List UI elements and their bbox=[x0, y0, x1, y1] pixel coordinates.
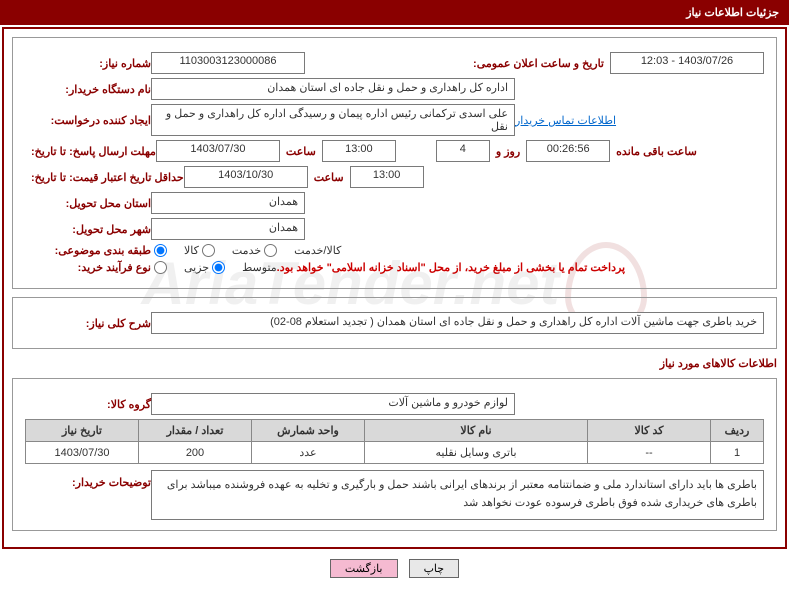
th-name: نام کالا bbox=[365, 420, 588, 442]
info-fieldset: شماره نیاز: 1103003123000086 تاریخ و ساع… bbox=[12, 37, 777, 289]
desc-fieldset: شرح کلی نیاز: خرید باطری جهت ماشین آلات … bbox=[12, 297, 777, 349]
label-overall-desc: شرح کلی نیاز: bbox=[31, 317, 151, 330]
table-row: 1 -- باتری وسایل نقلیه عدد 200 1403/07/3… bbox=[26, 442, 764, 464]
label-hour-2: ساعت bbox=[314, 171, 344, 184]
items-section-title: اطلاعات کالاهای مورد نیاز bbox=[12, 357, 777, 370]
radio-proc-medium[interactable] bbox=[212, 261, 225, 274]
label-remaining: ساعت باقی مانده bbox=[616, 145, 697, 158]
cell-date: 1403/07/30 bbox=[26, 442, 139, 464]
cell-row: 1 bbox=[711, 442, 764, 464]
goods-group: لوازم خودرو و ماشین آلات bbox=[151, 393, 515, 415]
main-frame: AriaTender.net شماره نیاز: 1103003123000… bbox=[2, 27, 787, 549]
radio-label-medium: متوسط bbox=[242, 261, 277, 274]
radio-label-minor: جزیی bbox=[184, 261, 209, 274]
radio-label-both: کالا/خدمت bbox=[294, 244, 341, 257]
th-row: ردیف bbox=[711, 420, 764, 442]
cell-code: -- bbox=[588, 442, 711, 464]
label-days-and: روز و bbox=[496, 145, 520, 158]
back-button[interactable]: بازگشت bbox=[330, 559, 398, 578]
th-qty: تعداد / مقدار bbox=[139, 420, 252, 442]
buyer-contact-link[interactable]: اطلاعات تماس خریدار bbox=[515, 114, 616, 127]
label-requester: ایجاد کننده درخواست: bbox=[31, 114, 151, 127]
price-valid-date: 1403/10/30 bbox=[184, 166, 308, 188]
radio-cat-service[interactable] bbox=[202, 244, 215, 257]
label-buyer-notes: توضیحات خریدار: bbox=[31, 470, 151, 489]
days-left: 4 bbox=[436, 140, 490, 162]
label-purchase-type: نوع فرآیند خرید: bbox=[31, 261, 151, 274]
footer: چاپ بازگشت bbox=[0, 551, 789, 586]
print-button[interactable]: چاپ bbox=[409, 559, 460, 578]
label-hour-1: ساعت bbox=[286, 145, 316, 158]
overall-description: خرید باطری جهت ماشین آلات اداره کل راهدا… bbox=[151, 312, 764, 334]
delivery-city: همدان bbox=[151, 218, 305, 240]
label-buyer: نام دستگاه خریدار: bbox=[31, 83, 151, 96]
cell-unit: عدد bbox=[252, 442, 365, 464]
header-title: جزئیات اطلاعات نیاز bbox=[0, 0, 789, 25]
delivery-province: همدان bbox=[151, 192, 305, 214]
buyer-notes: باطری ها باید دارای استاندارد ملی و ضمان… bbox=[151, 470, 764, 520]
reply-date: 1403/07/30 bbox=[156, 140, 280, 162]
label-price-valid: حداقل تاریخ اعتبار قیمت: تا تاریخ: bbox=[31, 171, 184, 184]
price-valid-hour: 13:00 bbox=[350, 166, 424, 188]
label-need-no: شماره نیاز: bbox=[31, 57, 151, 70]
th-code: کد کالا bbox=[588, 420, 711, 442]
label-subject-cat: طبقه بندی موضوعی: bbox=[31, 244, 151, 257]
radio-label-goods: کالا bbox=[184, 244, 199, 257]
label-city: شهر محل تحویل: bbox=[31, 223, 151, 236]
radio-label-service: خدمت bbox=[232, 244, 261, 257]
requester-name: علی اسدی ترکمانی رئیس اداره پیمان و رسید… bbox=[151, 104, 515, 136]
th-unit: واحد شمارش bbox=[252, 420, 365, 442]
reply-hour: 13:00 bbox=[322, 140, 396, 162]
radio-proc-minor[interactable] bbox=[154, 261, 167, 274]
items-fieldset: گروه کالا: لوازم خودرو و ماشین آلات ردیف… bbox=[12, 378, 777, 531]
label-goods-group: گروه کالا: bbox=[31, 398, 151, 411]
radio-cat-goods[interactable] bbox=[154, 244, 167, 257]
items-table: ردیف کد کالا نام کالا واحد شمارش تعداد /… bbox=[25, 419, 764, 464]
payment-note: پرداخت تمام یا بخشی از مبلغ خرید، از محل… bbox=[277, 261, 625, 274]
buyer-name: اداره کل راهداری و حمل و نقل جاده ای است… bbox=[151, 78, 515, 100]
th-date: تاریخ نیاز bbox=[26, 420, 139, 442]
label-reply-deadline: مهلت ارسال پاسخ: تا تاریخ: bbox=[31, 145, 156, 158]
cell-qty: 200 bbox=[139, 442, 252, 464]
announce-datetime: 1403/07/26 - 12:03 bbox=[610, 52, 764, 74]
need-number: 1103003123000086 bbox=[151, 52, 305, 74]
label-ann-dt: تاریخ و ساعت اعلان عمومی: bbox=[473, 57, 604, 70]
label-province: استان محل تحویل: bbox=[31, 197, 151, 210]
time-left: 00:26:56 bbox=[526, 140, 610, 162]
cell-name: باتری وسایل نقلیه bbox=[365, 442, 588, 464]
radio-cat-both[interactable] bbox=[264, 244, 277, 257]
